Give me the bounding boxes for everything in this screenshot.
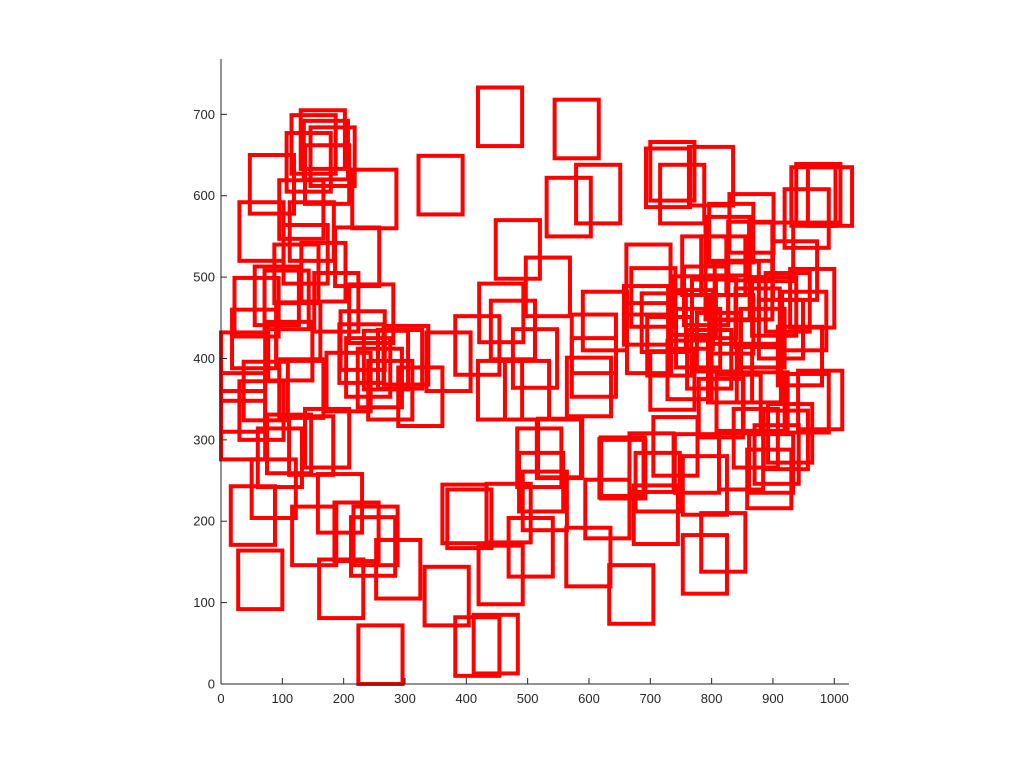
box-mark-60 xyxy=(782,371,831,435)
box-mark-129 xyxy=(493,218,542,281)
box-mark-135 xyxy=(544,175,593,239)
box-mark-113 xyxy=(629,266,678,329)
box-mark-1 xyxy=(453,615,502,678)
boxes-layer xyxy=(219,85,855,686)
y-tick-label: 400 xyxy=(193,351,215,366)
box-mark-88 xyxy=(780,289,829,353)
box-mark-69 xyxy=(424,330,473,394)
box-mark-12 xyxy=(680,533,729,596)
box-mark-23 xyxy=(315,472,365,535)
x-tick-label: 700 xyxy=(639,691,661,706)
box-mark-79 xyxy=(376,327,425,391)
box-mark-155 xyxy=(475,85,525,149)
box-mark-6 xyxy=(317,557,366,621)
x-tick-label: 600 xyxy=(578,691,600,706)
box-mark-27 xyxy=(520,469,569,533)
box-mark-105 xyxy=(621,284,671,347)
box-mark-36 xyxy=(599,437,648,501)
box-mark-42 xyxy=(534,417,583,481)
y-tick-label: 500 xyxy=(193,270,215,285)
box-mark-133 xyxy=(237,200,286,263)
x-tick-label: 900 xyxy=(762,691,784,706)
x-tick-label: 1000 xyxy=(820,691,849,706)
axes xyxy=(220,59,849,685)
x-tick-label: 0 xyxy=(217,691,224,706)
box-mark-121 xyxy=(299,240,348,304)
box-mark-22 xyxy=(680,454,729,517)
box-mark-154 xyxy=(552,97,601,161)
box-mark-55 xyxy=(564,355,614,419)
box-mark-146 xyxy=(301,118,350,182)
box-mark-143 xyxy=(247,153,296,216)
box-mark-0 xyxy=(356,623,405,686)
box-mark-134 xyxy=(277,178,326,241)
box-mark-119 xyxy=(699,234,748,298)
box-mark-11 xyxy=(564,525,613,589)
box-mark-77 xyxy=(266,319,315,383)
box-mark-137 xyxy=(416,153,465,217)
box-mark-86 xyxy=(738,306,787,370)
box-mark-49 xyxy=(237,379,286,442)
y-tick-label: 200 xyxy=(193,514,215,529)
y-tick-label: 0 xyxy=(208,677,215,692)
box-mark-2 xyxy=(471,612,520,676)
box-mark-100 xyxy=(763,271,812,334)
x-tick-label: 100 xyxy=(271,691,293,706)
box-mark-94 xyxy=(488,298,537,362)
box-mark-66 xyxy=(344,336,393,399)
box-mark-13 xyxy=(699,511,748,574)
y-tick-label: 300 xyxy=(193,432,215,447)
box-mark-152 xyxy=(308,125,357,188)
box-mark-148 xyxy=(805,165,855,228)
y-tick-label: 600 xyxy=(193,188,215,203)
box-mark-132 xyxy=(747,220,796,284)
box-mark-104 xyxy=(477,281,526,345)
box-mark-138 xyxy=(574,162,623,226)
box-mark-139 xyxy=(658,162,707,226)
y-tick-label: 100 xyxy=(193,595,215,610)
box-mark-120 xyxy=(272,242,321,306)
box-mark-81 xyxy=(569,312,618,376)
box-mark-122 xyxy=(523,255,572,319)
box-mark-19 xyxy=(445,487,494,551)
box-mark-95 xyxy=(580,289,629,353)
x-tick-label: 300 xyxy=(394,691,416,706)
box-mark-149 xyxy=(794,161,843,225)
box-mark-43 xyxy=(597,437,646,500)
x-tick-label: 800 xyxy=(701,691,723,706)
box-mark-5 xyxy=(236,548,285,612)
x-tick-label: 500 xyxy=(517,691,539,706)
box-mark-92 xyxy=(382,323,431,387)
box-mark-136 xyxy=(350,167,399,231)
box-mark-111 xyxy=(252,264,301,328)
box-mark-117 xyxy=(624,242,673,306)
box-mark-147 xyxy=(644,146,693,210)
box-mark-17 xyxy=(351,504,400,568)
x-tick-label: 400 xyxy=(455,691,477,706)
box-mark-29 xyxy=(633,450,682,514)
box-mark-8 xyxy=(349,515,398,578)
box-mark-151 xyxy=(298,108,347,171)
box-mark-150 xyxy=(289,113,338,176)
y-tick-label: 700 xyxy=(193,107,215,122)
box-mark-4 xyxy=(607,563,656,626)
box-mark-20 xyxy=(583,477,632,541)
ticks: 0 100 200 300 400 500 600 700 800 900 1000 0 100 200 3… xyxy=(193,107,848,706)
box-mark-21 xyxy=(631,483,680,547)
box-mark-3 xyxy=(422,564,471,628)
box-mark-15 xyxy=(290,504,339,568)
box-mark-153 xyxy=(648,140,697,203)
x-tick-label: 200 xyxy=(333,691,355,706)
